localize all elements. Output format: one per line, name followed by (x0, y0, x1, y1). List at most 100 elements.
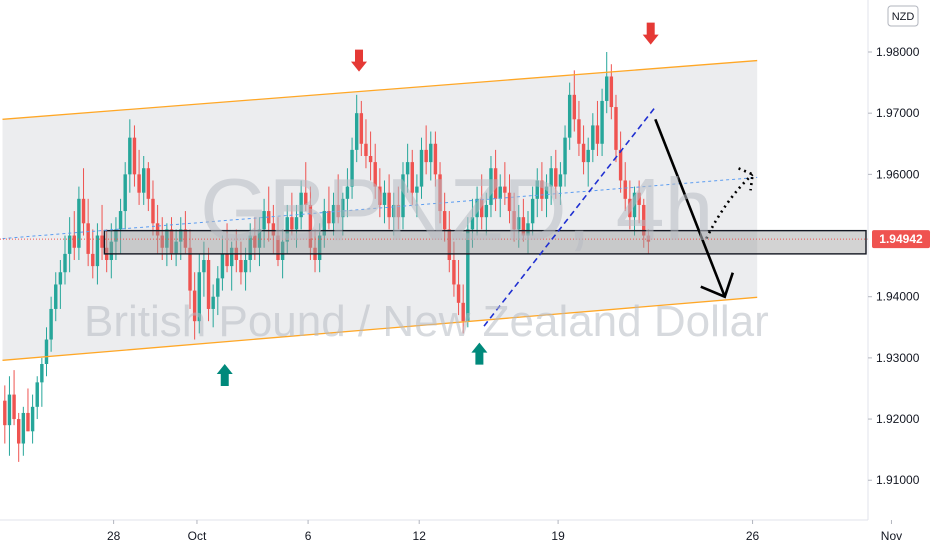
price-tick-label: 1.97000 (876, 106, 920, 120)
forecast-down-line (654, 118, 726, 298)
candle-body (267, 211, 271, 224)
candle-body (72, 235, 76, 248)
candle-body (595, 125, 600, 144)
candle-body (183, 229, 188, 248)
currency-label: NZD (892, 11, 915, 23)
watermark-layer: GBPNZD, 4h British Pound / New Zealand D… (84, 160, 769, 346)
time-axis: 28 Oct 6 12 19 26 Nov (107, 520, 902, 543)
candle-body (540, 180, 544, 199)
candle-body (489, 168, 493, 205)
candle-body (271, 223, 276, 236)
candle-body (151, 198, 155, 224)
candle-body (623, 180, 627, 199)
candle-body (16, 419, 21, 444)
candle-body (58, 272, 63, 285)
candle-body (317, 235, 322, 260)
candle-body (405, 162, 410, 175)
candle-body (216, 278, 220, 297)
candle-body (558, 174, 563, 187)
time-axis-bg (0, 520, 932, 550)
candle-body (438, 174, 442, 212)
forecast-down-arrowhead (700, 272, 735, 299)
candle-body (40, 364, 44, 383)
candle-body (415, 186, 419, 193)
candle-body (563, 137, 567, 175)
candle-body (285, 217, 289, 242)
candle-body (475, 198, 479, 218)
candle-body (77, 198, 81, 248)
candle-body (345, 186, 350, 199)
time-tick-label: 6 (305, 529, 312, 543)
candle-body (165, 229, 169, 248)
candle-body (299, 192, 303, 218)
candle-body (137, 174, 141, 193)
candle-body (392, 204, 396, 218)
candle-body (67, 235, 72, 254)
candle-body (155, 223, 160, 236)
price-tick-label: 1.93000 (876, 351, 920, 365)
candle-body (614, 107, 618, 150)
candle-body (253, 235, 257, 248)
down-arrow-marker-icon (351, 49, 368, 72)
price-axis-bg (868, 0, 932, 520)
candle-body (447, 229, 452, 260)
candle-body (118, 211, 123, 230)
price-tick-label: 1.92000 (876, 412, 920, 426)
candle-body (12, 394, 16, 420)
candle-body (206, 260, 211, 309)
candle-body (220, 253, 225, 279)
candle-body (456, 284, 461, 303)
price-tick-label: 1.98000 (876, 45, 920, 59)
candle-body (327, 211, 331, 224)
candle-body (591, 125, 595, 150)
candle-body (225, 253, 229, 267)
candle-body (484, 204, 489, 218)
candle-body (7, 394, 12, 426)
candle-body (123, 174, 127, 212)
candle-body (179, 229, 183, 242)
forecast-up-arrowhead (738, 167, 754, 191)
candle-body (276, 235, 280, 260)
candle-body (132, 137, 137, 175)
candle-body (554, 168, 558, 187)
up-arrow-marker-icon (471, 342, 488, 365)
price-axis: 1.98000 1.97000 1.96000 1.94000 1.93000 1.920… (868, 45, 920, 487)
candle-body (142, 168, 146, 193)
currency-button[interactable]: NZD (887, 5, 919, 27)
candle-body (503, 186, 507, 193)
candle-body (396, 204, 401, 218)
candle-body (526, 223, 530, 236)
candle-body (373, 162, 377, 187)
candle-body (581, 143, 586, 163)
candle-body (507, 192, 512, 212)
candle-body (410, 162, 414, 193)
candle-body (577, 119, 581, 144)
candle-body (211, 296, 215, 309)
midline (2, 176, 758, 240)
candle-body (290, 217, 294, 230)
candle-body (452, 260, 456, 285)
time-tick-label: Nov (881, 529, 902, 543)
candle-body (239, 260, 243, 273)
price-tick-label: 1.91000 (876, 473, 920, 487)
candle-body (600, 100, 604, 144)
candle-body (21, 412, 26, 444)
candle-body (63, 253, 67, 273)
candle-body (433, 143, 438, 175)
candle-body (262, 211, 266, 230)
candle-body (401, 174, 405, 218)
time-tick-label: 12 (413, 529, 427, 543)
candle-body (605, 76, 609, 101)
candle-body (30, 406, 35, 432)
candle-body (35, 382, 39, 407)
candle-body (197, 272, 201, 322)
candle-body (512, 211, 516, 230)
candle-body (350, 149, 354, 187)
trendline (483, 106, 656, 327)
candle-body (364, 143, 368, 156)
candle-body (174, 241, 178, 254)
last-price-label: 1.94942 (879, 232, 923, 246)
candle-body (294, 217, 299, 230)
candle-body (632, 192, 637, 218)
